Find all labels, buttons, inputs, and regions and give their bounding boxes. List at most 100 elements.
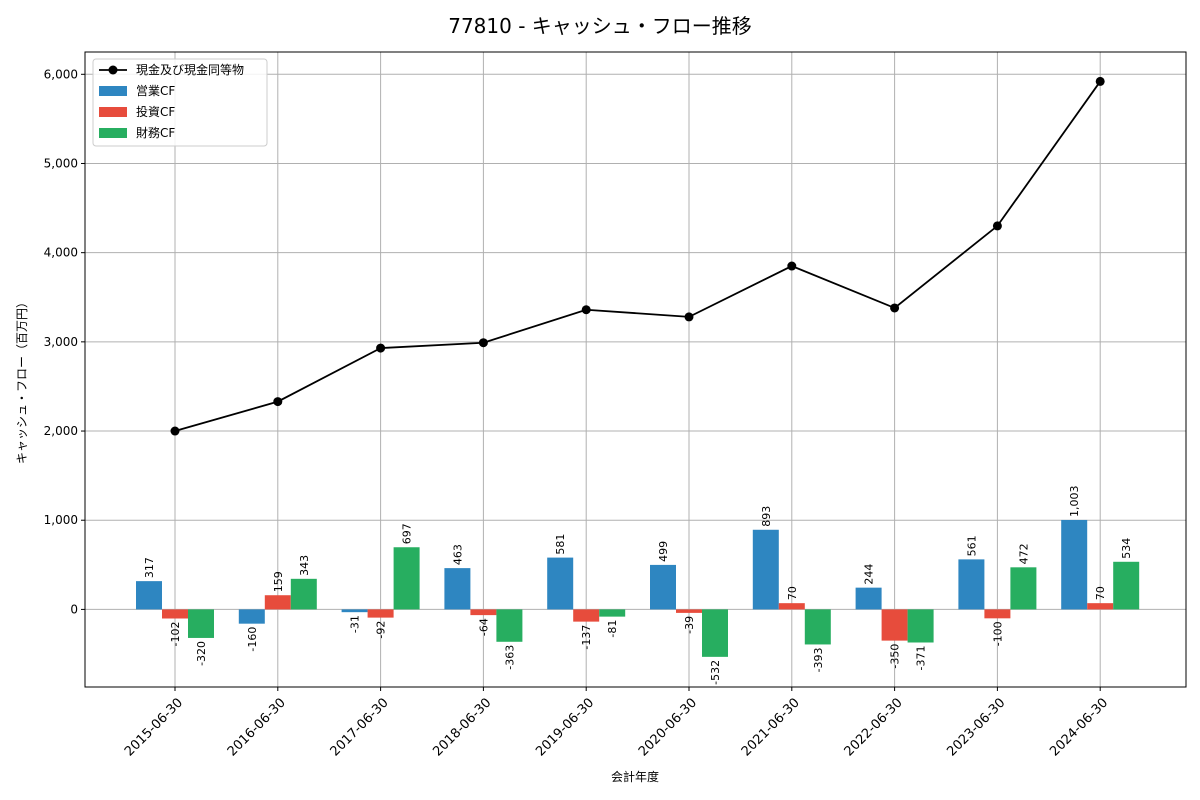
y-tick-label: 4,000 — [44, 246, 78, 260]
x-tick-label: 2016-06-30 — [225, 695, 289, 759]
bar-財務CF-2020-06-30 — [702, 609, 728, 657]
data-label-投資CF: 159 — [272, 571, 285, 592]
data-label-投資CF: -64 — [477, 618, 490, 636]
data-label-財務CF: -320 — [195, 641, 208, 666]
data-label-投資CF: -39 — [683, 616, 696, 634]
legend-point-marker — [108, 65, 118, 75]
y-tick-label: 0 — [70, 602, 78, 616]
bar-投資CF-2020-06-30 — [676, 609, 702, 613]
chart-title: 77810 - キャッシュ・フロー推移 — [448, 14, 752, 38]
line-point-2023-06-30 — [992, 221, 1002, 231]
y-tick-label: 6,000 — [44, 67, 78, 81]
bar-営業CF-2019-06-30 — [547, 557, 574, 610]
legend-box — [92, 58, 268, 147]
bar-営業CF-2017-06-30 — [341, 609, 368, 613]
legend-label: 現金及び現金同等物 — [136, 62, 244, 77]
data-label-投資CF: -137 — [580, 625, 593, 650]
bar-投資CF-2017-06-30 — [367, 609, 394, 618]
line-point-2024-06-30 — [1095, 76, 1105, 86]
y-tick-label: 1,000 — [44, 513, 78, 527]
bar-投資CF-2023-06-30 — [984, 609, 1011, 619]
line-point-2019-06-30 — [581, 305, 591, 315]
bar-投資CF-2016-06-30 — [264, 595, 291, 610]
data-label-営業CF: 581 — [554, 534, 567, 555]
data-label-営業CF: 893 — [760, 506, 773, 527]
bar-series — [136, 519, 1140, 657]
bar-財務CF-2015-06-30 — [188, 609, 214, 638]
data-label-営業CF: 244 — [863, 564, 876, 585]
legend-swatch — [99, 107, 127, 117]
bar-営業CF-2018-06-30 — [444, 568, 471, 610]
data-label-投資CF: -100 — [991, 621, 1004, 646]
y-axis-label: キャッシュ・フロー（百万円） — [15, 296, 29, 464]
plot-frame — [84, 51, 1187, 688]
bar-営業CF-2021-06-30 — [752, 529, 779, 610]
x-tick-label: 2019-06-30 — [533, 695, 597, 759]
bar-投資CF-2024-06-30 — [1087, 603, 1114, 610]
data-label-財務CF: 472 — [1017, 543, 1030, 564]
data-label-財務CF: -363 — [503, 645, 516, 670]
line-point-2022-06-30 — [890, 303, 900, 313]
bar-投資CF-2022-06-30 — [881, 609, 908, 641]
data-label-営業CF: 317 — [143, 557, 156, 578]
x-tick-label: 2018-06-30 — [430, 695, 494, 759]
bar-投資CF-2021-06-30 — [778, 603, 805, 610]
legend-swatch — [99, 86, 127, 96]
data-label-営業CF: 1,003 — [1068, 485, 1081, 517]
data-label-営業CF: 463 — [451, 544, 464, 565]
x-tick-label: 2020-06-30 — [636, 695, 700, 759]
x-tick-label: 2023-06-30 — [944, 695, 1008, 759]
data-label-財務CF: 534 — [1120, 538, 1133, 559]
x-tick-label: 2015-06-30 — [122, 695, 186, 759]
data-label-投資CF: 70 — [786, 586, 799, 600]
grid-lines — [85, 52, 1186, 687]
data-label-投資CF: -102 — [169, 622, 182, 647]
legend-label: 営業CF — [136, 84, 175, 98]
x-axis-label: 会計年度 — [611, 769, 659, 784]
data-label-財務CF: -371 — [915, 645, 928, 670]
line-series — [170, 76, 1105, 436]
x-tick-label: 2024-06-30 — [1047, 695, 1111, 759]
data-label-投資CF: -350 — [889, 644, 902, 669]
bar-財務CF-2023-06-30 — [1010, 567, 1037, 610]
bar-営業CF-2023-06-30 — [958, 559, 985, 610]
data-label-財務CF: 697 — [401, 523, 414, 544]
bar-投資CF-2019-06-30 — [573, 609, 600, 622]
bar-営業CF-2024-06-30 — [1061, 519, 1088, 610]
bar-財務CF-2022-06-30 — [907, 609, 934, 643]
data-label-投資CF: 70 — [1094, 586, 1107, 600]
bar-営業CF-2020-06-30 — [650, 564, 676, 610]
bar-営業CF-2022-06-30 — [855, 587, 882, 610]
line-point-2021-06-30 — [787, 261, 797, 271]
x-tick-label: 2017-06-30 — [328, 695, 392, 759]
x-tick-label: 2021-06-30 — [739, 695, 803, 759]
line-point-2017-06-30 — [376, 343, 386, 353]
line-point-2015-06-30 — [170, 426, 180, 436]
y-tick-label: 2,000 — [44, 424, 78, 438]
bar-営業CF-2016-06-30 — [238, 609, 265, 624]
data-labels: 317 -160 -31 463 581 499 893 244 561 1,003 -102 159… — [143, 485, 1133, 684]
bar-投資CF-2018-06-30 — [470, 609, 497, 616]
data-label-営業CF: -160 — [246, 627, 259, 652]
data-label-営業CF: 561 — [965, 535, 978, 556]
data-label-財務CF: -532 — [709, 660, 722, 685]
bar-財務CF-2017-06-30 — [393, 547, 420, 610]
bar-財務CF-2018-06-30 — [496, 609, 523, 642]
x-tick-label: 2022-06-30 — [842, 695, 906, 759]
data-label-投資CF: -92 — [375, 621, 388, 639]
bar-財務CF-2016-06-30 — [290, 578, 317, 610]
bar-営業CF-2015-06-30 — [136, 581, 162, 610]
data-label-財務CF: -393 — [812, 647, 825, 672]
y-tick-label: 3,000 — [44, 335, 78, 349]
bar-財務CF-2019-06-30 — [599, 609, 626, 617]
data-label-財務CF: -81 — [606, 620, 619, 638]
data-label-営業CF: -31 — [349, 615, 362, 633]
data-label-営業CF: 499 — [657, 541, 670, 562]
bar-財務CF-2021-06-30 — [804, 609, 831, 645]
data-label-財務CF: 343 — [298, 555, 311, 576]
line-現金及び現金同等物 — [174, 80, 1101, 432]
legend-label: 財務CF — [136, 125, 175, 140]
bar-投資CF-2015-06-30 — [162, 609, 188, 619]
